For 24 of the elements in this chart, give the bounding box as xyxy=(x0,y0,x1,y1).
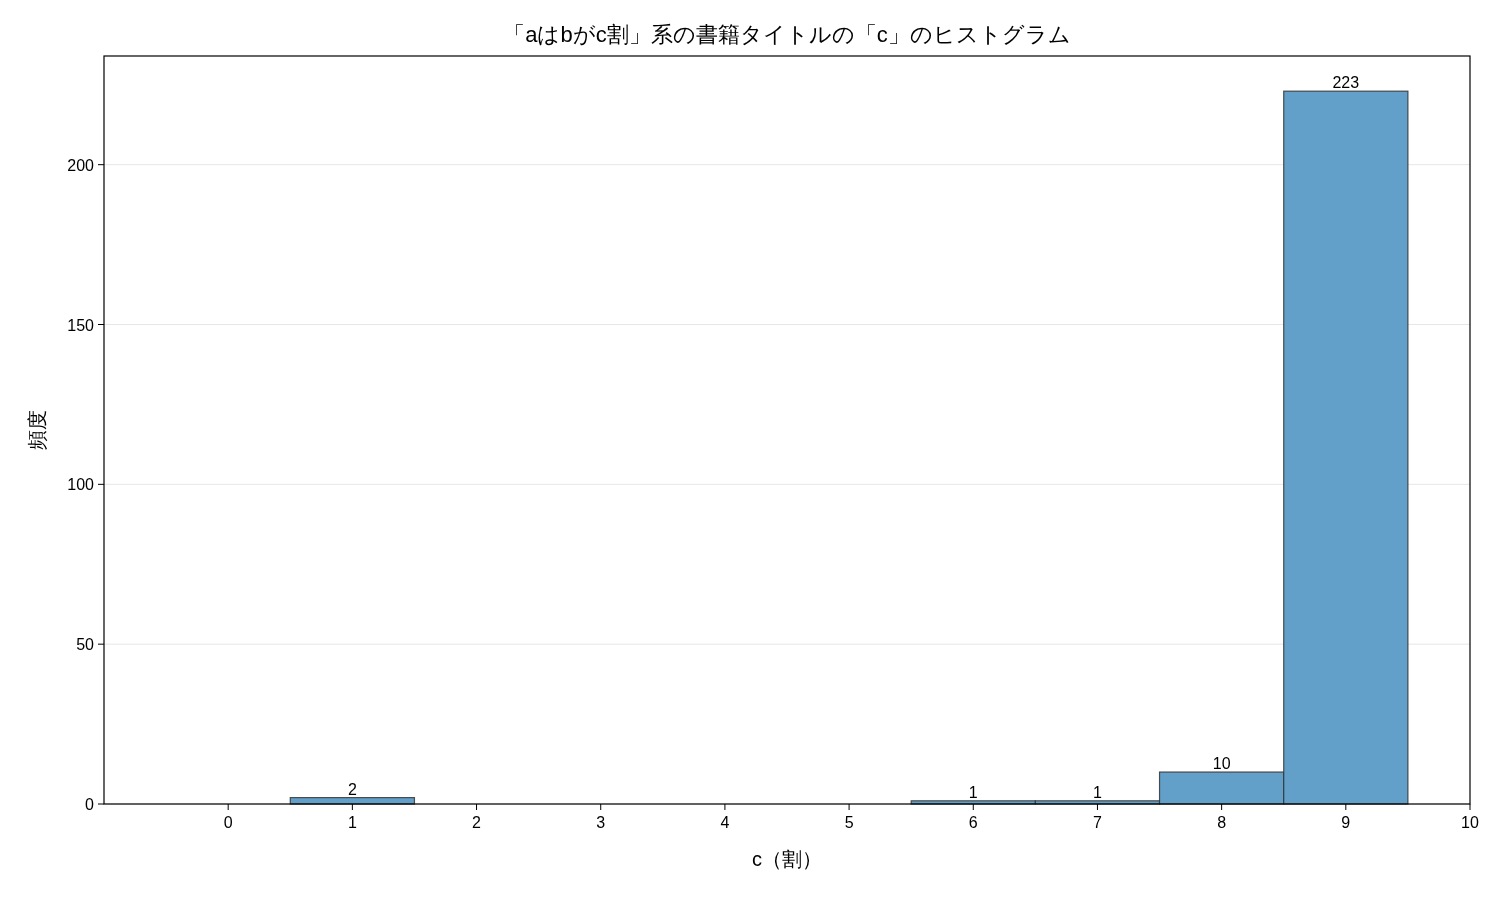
x-tick-label: 7 xyxy=(1093,814,1102,831)
x-tick-label: 8 xyxy=(1217,814,1227,831)
x-tick-label: 3 xyxy=(596,814,606,831)
data-label: 1 xyxy=(1093,783,1102,801)
data-label: 1 xyxy=(968,783,978,801)
x-axis-title: c（割） xyxy=(752,848,822,870)
y-tick-label: 100 xyxy=(67,476,95,494)
y-tick-label: 0 xyxy=(85,796,95,813)
x-tick-label: 2 xyxy=(472,814,482,831)
y-axis-title: 頻度 xyxy=(26,410,48,450)
x-tick-label: 9 xyxy=(1341,814,1351,831)
y-tick-label: 150 xyxy=(67,316,95,334)
x-tick-label: 4 xyxy=(720,814,730,831)
y-tick-label: 50 xyxy=(76,636,95,654)
x-tick-label: 5 xyxy=(844,814,854,831)
data-label: 10 xyxy=(1212,755,1231,773)
y-tick-label: 200 xyxy=(67,156,95,174)
chart-title: 「aはbがc割」系の書籍タイトルの「c」のヒストグラム xyxy=(503,22,1071,47)
x-tick-label: 10 xyxy=(1461,814,1479,831)
x-tick-label: 6 xyxy=(968,814,978,831)
x-tick-label: 1 xyxy=(347,814,357,831)
x-tick-label: 0 xyxy=(223,814,233,831)
data-label: 223 xyxy=(1332,74,1360,92)
data-label: 2 xyxy=(347,780,357,798)
